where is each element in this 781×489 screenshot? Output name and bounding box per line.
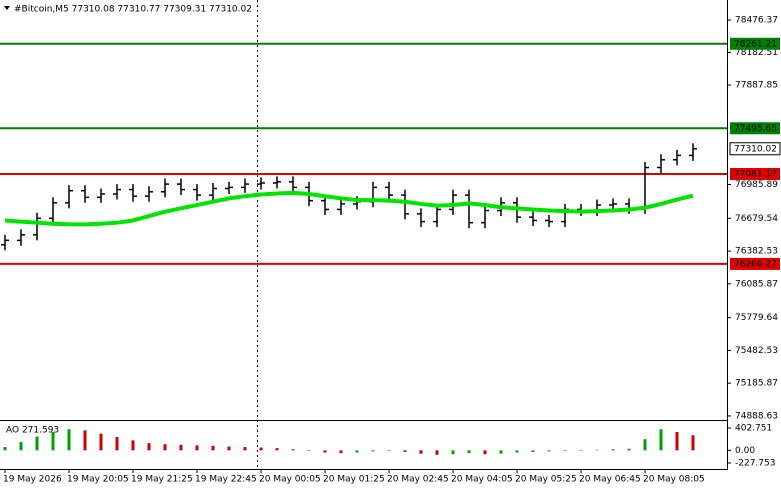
x-tick-label: 20 May 05:25 xyxy=(515,475,577,485)
level-tag-label: 77495.65 xyxy=(734,124,777,134)
chart-title: #Bitcoin,M5 77310.08 77310.77 77309.31 7… xyxy=(14,5,252,15)
level-tag xyxy=(730,257,780,270)
current-price-tag xyxy=(729,142,781,156)
level-tag xyxy=(730,122,780,135)
ao-bar xyxy=(563,450,567,451)
ao-bar xyxy=(67,429,71,451)
menu-arrow[interactable] xyxy=(4,6,10,10)
level-tag-label: 76266.27 xyxy=(734,259,777,269)
ao-bar xyxy=(675,432,679,451)
ao-bar xyxy=(275,448,279,451)
level-tag xyxy=(730,168,780,181)
ao-bar xyxy=(531,450,535,453)
y-tick-label: 0.00 xyxy=(735,446,755,456)
ao-bar xyxy=(515,450,519,453)
x-tick-label: 19 May 21:25 xyxy=(131,475,193,485)
ao-bar xyxy=(547,450,551,452)
ao-bar xyxy=(627,448,631,451)
current-price-label: 77310.02 xyxy=(734,144,777,154)
ao-bar xyxy=(691,435,695,451)
ao-bar xyxy=(451,450,455,455)
ao-bar xyxy=(659,429,663,451)
ao-bar xyxy=(3,447,7,451)
ao-bar xyxy=(83,430,87,451)
x-tick-label: 20 May 02:45 xyxy=(387,475,449,485)
y-tick-label: 76985.89 xyxy=(735,180,778,190)
x-tick-label: 20 May 00:05 xyxy=(259,475,321,485)
ao-bar xyxy=(499,450,503,454)
ao-bar xyxy=(339,450,343,454)
y-tick-label: -227.753 xyxy=(735,458,775,468)
x-tick-label: 19 May 22:45 xyxy=(195,475,257,485)
y-tick-label: 77887.85 xyxy=(735,80,778,90)
ao-bar xyxy=(211,445,215,451)
ao-bar xyxy=(467,450,471,454)
y-tick-label: 74888.63 xyxy=(735,411,778,421)
ao-bar xyxy=(323,450,327,453)
moving-average xyxy=(4,190,694,227)
ao-bar xyxy=(35,436,39,451)
y-tick-label: 78476.37 xyxy=(735,16,778,26)
x-tick-label: 20 May 04:05 xyxy=(451,475,513,485)
ao-bar xyxy=(227,446,231,451)
x-tick-label: 19 May 2026 xyxy=(3,475,62,485)
ao-bar xyxy=(595,449,599,451)
ao-bar xyxy=(243,447,247,451)
ao-bar xyxy=(163,444,167,451)
y-tick-label: 78182.51 xyxy=(735,48,778,58)
level-tag-label: 77081.17 xyxy=(734,170,777,180)
ao-bar xyxy=(131,440,135,451)
ao-bar xyxy=(19,442,23,451)
y-tick-label: 76085.87 xyxy=(735,279,778,289)
ao-bar xyxy=(611,449,615,451)
ao-bar xyxy=(371,450,375,452)
ao-bar xyxy=(195,445,199,451)
ao-bar xyxy=(259,447,263,451)
level-tag xyxy=(730,37,780,50)
level-tag-label: 78261.21 xyxy=(734,39,777,49)
ao-title: AO 271.593 xyxy=(6,426,59,436)
ao-bar xyxy=(387,450,391,451)
ao-bar xyxy=(579,450,583,451)
ao-bar xyxy=(291,449,295,451)
y-tick-label: 75482.53 xyxy=(735,346,778,356)
y-tick-label: 75185.87 xyxy=(735,379,778,389)
y-tick-label: 76679.54 xyxy=(735,214,778,224)
ao-bar xyxy=(403,450,407,453)
ao-bar xyxy=(115,437,119,451)
ao-bar xyxy=(643,439,647,451)
y-tick-label: 402.751 xyxy=(735,424,772,434)
ao-bar xyxy=(483,450,487,455)
x-tick-label: 20 May 01:25 xyxy=(323,475,385,485)
ao-bar xyxy=(307,450,311,451)
ao-bar xyxy=(147,443,151,451)
ao-bar xyxy=(355,450,359,453)
ao-bar xyxy=(51,432,55,451)
y-tick-label: 76382.53 xyxy=(735,247,778,257)
y-tick-label: 75779.64 xyxy=(735,313,778,323)
ao-bar xyxy=(435,450,439,455)
x-tick-label: 20 May 08:05 xyxy=(643,475,705,485)
x-tick-label: 20 May 06:45 xyxy=(579,475,641,485)
ao-bar xyxy=(419,450,423,454)
x-tick-label: 19 May 20:05 xyxy=(67,475,129,485)
ao-bar xyxy=(179,444,183,451)
ao-bar xyxy=(99,433,103,451)
